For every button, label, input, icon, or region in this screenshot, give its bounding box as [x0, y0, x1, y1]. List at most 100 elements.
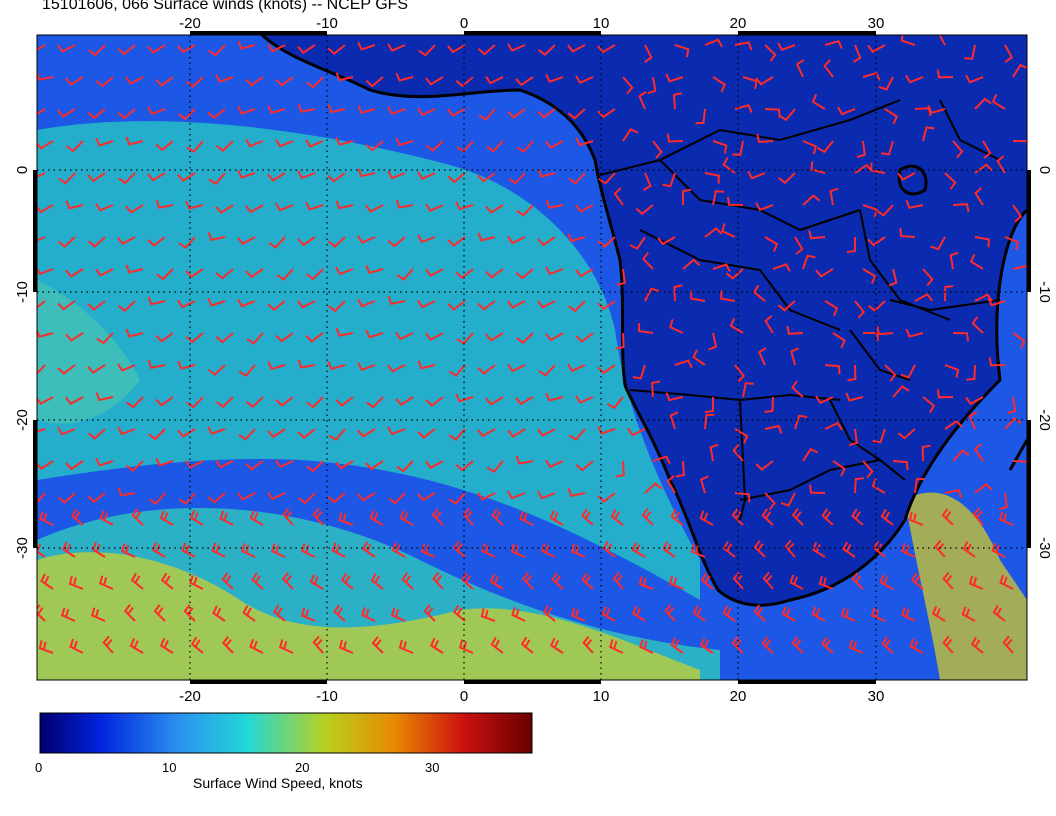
- wind-barb: [147, 44, 166, 54]
- wind-barb: [301, 543, 316, 558]
- wind-barb: [756, 133, 774, 144]
- wind-barb: [934, 539, 946, 558]
- wind-barb: [666, 133, 684, 143]
- wind-barb: [245, 204, 264, 214]
- wind-barb: [275, 332, 294, 343]
- wind-barb: [597, 44, 616, 54]
- wind-barb: [117, 426, 136, 436]
- wind-barb: [732, 443, 744, 462]
- wind-barb: [327, 361, 346, 371]
- wind-barb: [249, 510, 264, 526]
- wind-barb: [448, 492, 466, 505]
- wind-barb: [695, 108, 706, 125]
- wind-barb: [87, 172, 106, 183]
- wind-barb: [297, 170, 316, 180]
- wind-barb: [734, 104, 753, 113]
- wind-barb: [297, 300, 316, 309]
- wind-barb: [155, 76, 174, 87]
- wind-barb: [507, 300, 526, 309]
- wind-barb: [60, 607, 76, 622]
- wind-barb: [699, 510, 714, 526]
- wind-barb: [854, 300, 866, 319]
- wind-barb: [897, 428, 916, 440]
- wind-barb: [507, 428, 526, 438]
- wind-barb: [922, 396, 936, 414]
- wind-barb: [971, 316, 984, 334]
- wind-barb: [862, 268, 877, 284]
- lon-tick-labels-bottom: -20 -10 0 10 20 30: [179, 688, 884, 705]
- wind-barb: [545, 74, 564, 83]
- wind-barb: [974, 97, 992, 110]
- wind-barb: [665, 73, 684, 83]
- wind-barb: [961, 606, 976, 622]
- wind-barb: [609, 639, 624, 654]
- wind-barb: [942, 571, 954, 590]
- wind-barb: [927, 105, 946, 114]
- wind-barb: [862, 204, 878, 218]
- wind-barb: [57, 108, 76, 118]
- wind-barb: [568, 428, 586, 441]
- wind-barb: [974, 236, 990, 248]
- lon-tick-label: 20: [730, 15, 747, 32]
- wind-barb: [507, 108, 526, 119]
- wind-barb: [37, 300, 46, 309]
- wind-barb: [186, 140, 204, 153]
- wind-barb: [306, 396, 324, 409]
- wind-barb: [95, 392, 114, 402]
- wind-barb: [387, 106, 406, 116]
- wind-barb: [297, 359, 316, 369]
- wind-barb: [477, 44, 496, 56]
- wind-barb: [762, 571, 774, 590]
- wind-barb: [704, 38, 723, 48]
- lat-tick-label: -10: [1036, 281, 1053, 303]
- wind-barb: [185, 460, 204, 469]
- wind-barb: [644, 287, 660, 302]
- wind-barb: [692, 605, 706, 622]
- wind-barb: [666, 475, 676, 494]
- wind-barb: [387, 295, 406, 305]
- wind-barb: [477, 172, 496, 183]
- wind-barb: [391, 542, 406, 558]
- wind-barb: [821, 636, 834, 654]
- wind-barb: [644, 44, 653, 63]
- wind-barb: [742, 76, 758, 90]
- wind-barb: [922, 268, 934, 287]
- wind-barb: [610, 509, 624, 526]
- wind-barb: [148, 492, 166, 505]
- wind-barb: [699, 475, 709, 494]
- wind-barb: [91, 607, 106, 622]
- wind-barb: [398, 639, 414, 654]
- wind-barb: [761, 508, 774, 526]
- wind-barb: [575, 268, 594, 278]
- wind-barb: [306, 460, 324, 473]
- wind-barb: [65, 268, 84, 278]
- wind-barb: [237, 492, 256, 501]
- colorbar: [39, 712, 533, 754]
- wind-barb: [489, 573, 504, 590]
- wind-barb: [178, 236, 196, 249]
- wind-barb: [395, 137, 414, 147]
- wind-barb: [851, 508, 864, 526]
- wind-barb: [281, 571, 294, 590]
- wind-barb: [808, 230, 826, 240]
- wind-barb: [674, 359, 693, 369]
- wind-barb: [425, 76, 444, 86]
- wind-barb: [215, 140, 234, 153]
- wind-barb: [601, 606, 616, 622]
- wind-barb: [371, 636, 384, 654]
- wind-barb: [357, 41, 376, 51]
- wind-barb: [425, 332, 444, 341]
- wind-barb: [395, 396, 414, 407]
- wind-barb: [1004, 417, 1022, 430]
- lon-tick-label: 20: [730, 688, 747, 705]
- wind-barb: [1012, 332, 1026, 349]
- wind-barb: [816, 140, 834, 154]
- wind-barb: [780, 492, 796, 507]
- wind-barb: [777, 42, 796, 52]
- wind-barb: [485, 332, 504, 342]
- wind-barb: [652, 455, 671, 465]
- wind-barb: [537, 300, 556, 309]
- frame-tick-bar: [1027, 170, 1031, 292]
- wind-barb: [521, 571, 534, 590]
- wind-barb: [575, 395, 594, 404]
